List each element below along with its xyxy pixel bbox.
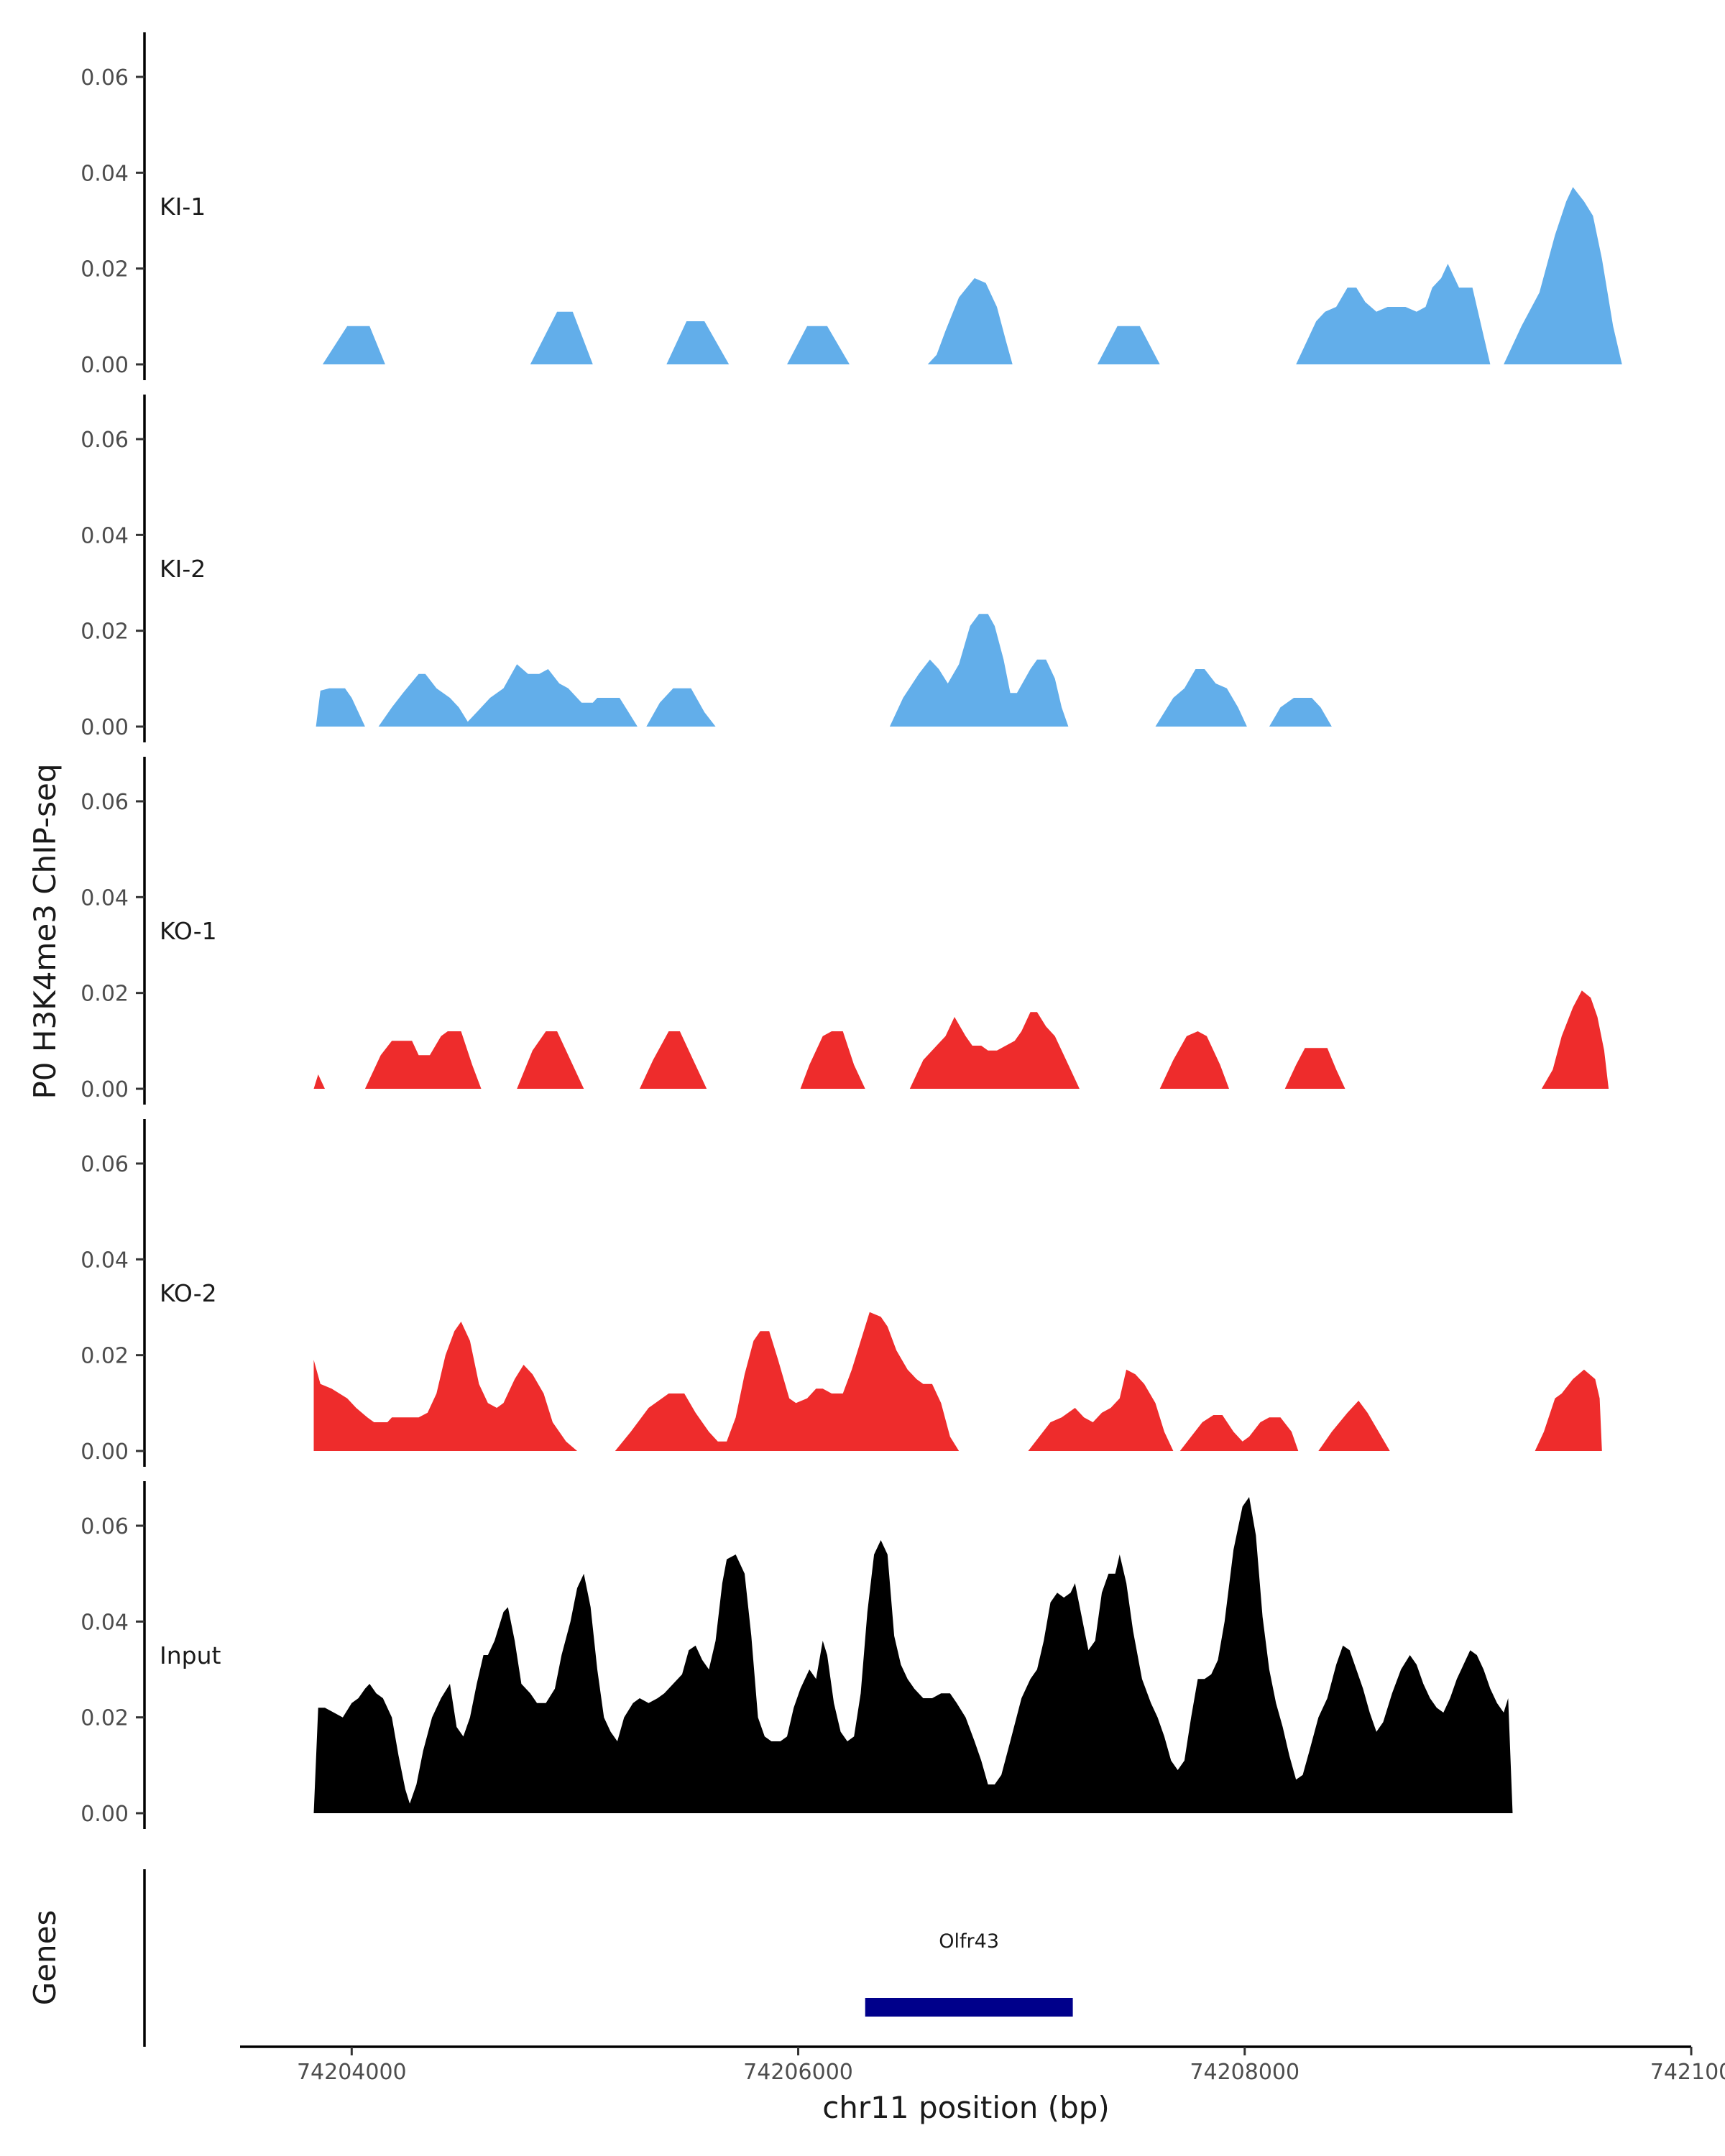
- y-tick-label: 0.06: [80, 1152, 129, 1177]
- signal-area: [1318, 1401, 1390, 1451]
- track-input: 0.00 0.02 0.04 0.06 Input: [80, 1481, 1513, 1829]
- y-tick-label: 0.00: [80, 715, 129, 740]
- genes-axis-title: Genes: [27, 1910, 63, 2006]
- y-tick-label: 0.06: [80, 1514, 129, 1539]
- signal-area: [364, 1031, 482, 1089]
- signal-area: [1269, 698, 1332, 727]
- track-label: KO-1: [160, 917, 217, 945]
- signal-area: [1541, 990, 1609, 1089]
- signal-area: [646, 688, 716, 727]
- signal-area: [1296, 264, 1491, 364]
- signal-area: [313, 1074, 325, 1089]
- signal-area: [927, 278, 1013, 364]
- x-axis-title: chr11 position (bp): [822, 2090, 1110, 2125]
- gene-label: Olfr43: [939, 1930, 999, 1953]
- x-tick-label: 742100: [1650, 2060, 1725, 2085]
- track-panels: 0.00 0.02 0.04 0.06 KI-1 0.00 0.02 0.04 0.06 KI-2…: [80, 32, 1622, 1829]
- signal-area: [322, 326, 385, 364]
- signal-area: [517, 1031, 584, 1089]
- signal-area: [1535, 1369, 1602, 1451]
- y-tick-label: 0.02: [80, 982, 129, 1007]
- y-tick-label: 0.02: [80, 257, 129, 282]
- signal-area: [615, 1312, 960, 1451]
- signal-area: [1097, 326, 1160, 364]
- signal-area: [1284, 1048, 1346, 1089]
- signal-area: [889, 614, 1069, 727]
- x-tick-label: 74204000: [297, 2060, 407, 2085]
- y-tick-label: 0.00: [80, 1077, 129, 1102]
- x-axis: 74204000 74206000 74208000 742100: [240, 2045, 1725, 2085]
- y-tick-label: 0.06: [80, 428, 129, 453]
- track-label: Input: [160, 1641, 221, 1669]
- track-label: KO-2: [160, 1279, 217, 1307]
- y-tick-label: 0.06: [80, 790, 129, 815]
- y-tick-label: 0.00: [80, 1802, 129, 1827]
- gene-bar: [865, 1998, 1073, 2017]
- y-tick-label: 0.04: [80, 1248, 129, 1273]
- signal-area: [530, 311, 593, 364]
- x-tick-label: 74206000: [743, 2060, 853, 2085]
- genes-panel: Genes Olfr43: [27, 1869, 1073, 2047]
- track-label: KI-1: [160, 193, 206, 221]
- x-tick-label: 74208000: [1190, 2060, 1300, 2085]
- signal-area: [1028, 1369, 1174, 1451]
- signal-area: [1155, 669, 1247, 727]
- track-ki-2: 0.00 0.02 0.04 0.06 KI-2: [80, 395, 1332, 742]
- y-tick-label: 0.02: [80, 1344, 129, 1369]
- y-tick-label: 0.02: [80, 619, 129, 645]
- signal-area: [640, 1031, 707, 1089]
- signal-area: [1504, 187, 1622, 364]
- y-tick-label: 0.00: [80, 1439, 129, 1465]
- signal-area: [313, 1322, 577, 1451]
- signal-area: [378, 664, 638, 727]
- track-ki-1: 0.00 0.02 0.04 0.06 KI-1: [80, 32, 1622, 380]
- y-tick-label: 0.04: [80, 523, 129, 548]
- signal-area: [787, 326, 850, 364]
- signal-area: [909, 1012, 1080, 1089]
- track-label: KI-2: [160, 555, 206, 583]
- y-tick-label: 0.04: [80, 885, 129, 911]
- y-tick-label: 0.04: [80, 1610, 129, 1635]
- track-ko-1: 0.00 0.02 0.04 0.06 KO-1: [80, 757, 1609, 1105]
- y-tick-label: 0.04: [80, 161, 129, 186]
- signal-area: [313, 1497, 1513, 1813]
- signal-area: [1179, 1415, 1299, 1451]
- y-tick-label: 0.02: [80, 1706, 129, 1731]
- signal-area: [800, 1031, 865, 1089]
- track-ko-2: 0.00 0.02 0.04 0.06 KO-2: [80, 1119, 1602, 1467]
- y-tick-label: 0.00: [80, 353, 129, 378]
- y-axis-title: P0 H3K4me3 ChIP-seq: [27, 763, 63, 1099]
- signal-area: [316, 688, 365, 727]
- signal-area: [1159, 1031, 1229, 1089]
- y-tick-label: 0.06: [80, 65, 129, 91]
- signal-area: [666, 321, 730, 364]
